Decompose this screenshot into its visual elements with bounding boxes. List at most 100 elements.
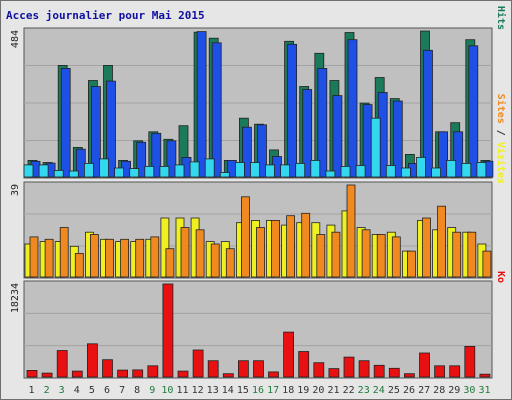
bar-pages-day-15 (234, 162, 245, 178)
bar-ko-day-12 (192, 349, 204, 378)
bar-ko-day-18 (283, 331, 295, 378)
x-axis-tick-label: 31 (478, 385, 490, 396)
x-axis-tick-label: 6 (104, 385, 110, 396)
bar-ko-day-17 (268, 371, 279, 378)
bar-ko-day-14 (222, 373, 234, 378)
bar-pages-day-25 (385, 165, 396, 178)
x-axis-tick-label: 26 (403, 385, 415, 396)
x-axis-tick-label: 27 (418, 385, 430, 396)
bar-sites-day-29 (452, 231, 462, 278)
bar-ko-day-29 (449, 365, 461, 378)
bar-fichiers-day-16 (257, 124, 267, 178)
bar-sites-day-5 (90, 234, 99, 278)
bar-sites-day-11 (180, 227, 190, 278)
x-axis-tick-label: 7 (119, 385, 125, 396)
bar-pages-day-19 (295, 162, 306, 178)
bar-sites-day-30 (467, 231, 477, 278)
bar-fichiers-day-19 (302, 89, 313, 178)
bar-sites-day-2 (44, 238, 54, 278)
panel-middle: 39 Sites / Visites (10, 94, 507, 279)
bar-ko-day-6 (102, 359, 113, 378)
bar-ko-day-20 (313, 362, 325, 378)
x-axis-tick-label: 15 (237, 385, 249, 396)
bar-ko-day-31 (479, 373, 491, 378)
x-axis-tick-label: 20 (312, 385, 324, 396)
bar-pages-day-26 (400, 167, 411, 178)
bar-sites-day-9 (150, 236, 160, 278)
x-axis-tick-label: 2 (44, 385, 50, 396)
bar-sites-day-8 (135, 238, 145, 278)
x-axis-tick-label: 23 (358, 385, 370, 396)
bar-sites-day-27 (422, 217, 431, 278)
x-axis-tick-label: 8 (134, 385, 140, 396)
bar-ko-day-21 (328, 368, 340, 378)
legend-label-part: / (495, 1, 506, 6)
bar-ko-day-30 (464, 345, 476, 378)
legend-label-part: / (495, 124, 506, 142)
panel-bottom: 18234 Ko (10, 271, 506, 379)
bar-pages-day-2 (38, 164, 49, 178)
bar-pages-day-16 (250, 162, 260, 178)
bar-sites-day-1 (29, 236, 39, 278)
bar-fichiers-day-21 (332, 95, 343, 178)
bar-sites-day-18 (286, 215, 296, 278)
x-axis-tick-label: 18 (282, 385, 294, 396)
legend-label: Sites / Visites (495, 94, 507, 184)
bar-fichiers-day-22 (347, 39, 358, 178)
bar-pages-day-23 (355, 165, 366, 178)
bar-ko-day-3 (56, 350, 68, 378)
bar-fichiers-day-27 (423, 49, 433, 178)
bar-ko-day-15 (237, 360, 249, 378)
bar-pages-day-28 (431, 167, 442, 178)
x-axis-tick-label: 9 (149, 385, 155, 396)
x-axis-tick-label: 13 (207, 385, 219, 396)
bar-sites-day-22 (346, 184, 356, 278)
x-axis-tick-label: 4 (74, 385, 80, 396)
x-axis-tick-label: 11 (176, 385, 188, 396)
bar-sites-day-24 (376, 234, 386, 278)
bar-fichiers-day-18 (287, 43, 298, 178)
bar-ko-day-5 (87, 343, 98, 378)
bar-fichiers-day-29 (453, 131, 464, 178)
bar-sites-day-6 (105, 238, 114, 278)
x-axis-tick-label: 10 (161, 385, 173, 396)
bar-pages-day-18 (280, 164, 291, 178)
bar-pages-day-31 (476, 162, 487, 178)
bar-pages-day-5 (84, 162, 94, 178)
bar-ko-day-19 (298, 351, 310, 378)
x-axis-tick-label: 24 (373, 385, 385, 396)
bar-sites-day-4 (74, 252, 84, 278)
bar-pages-day-6 (99, 158, 109, 178)
bar-pages-day-21 (325, 170, 336, 178)
legend-label: Pages / Fichiers / Hits (495, 1, 507, 30)
x-axis-tick-label: 30 (463, 385, 475, 396)
bar-sites-day-19 (301, 212, 311, 278)
bar-ko-day-10 (162, 283, 174, 378)
bar-pages-day-17 (265, 164, 275, 178)
bar-fichiers-day-5 (91, 86, 101, 178)
legend-label-part: Sites (495, 94, 507, 124)
bar-pages-day-12 (189, 161, 200, 178)
bar-sites-day-13 (210, 243, 220, 278)
bar-fichiers-day-6 (106, 80, 116, 178)
bar-pages-day-7 (114, 167, 124, 178)
y-axis-max-label: 39 (10, 184, 21, 196)
bar-pages-day-29 (446, 159, 457, 178)
bar-sites-day-15 (240, 196, 250, 278)
x-axis-tick-label: 21 (327, 385, 339, 396)
y-axis-max-label: 484 (10, 30, 21, 48)
bar-sites-day-10 (165, 248, 175, 278)
bar-pages-day-3 (53, 169, 64, 178)
bar-fichiers-day-20 (317, 68, 328, 178)
bar-ko-day-27 (419, 352, 430, 378)
bar-sites-day-28 (437, 205, 447, 278)
bar-sites-day-20 (316, 234, 326, 278)
bar-ko-day-4 (71, 370, 83, 378)
bar-pages-day-30 (461, 162, 472, 178)
bar-ko-day-28 (434, 365, 446, 378)
bar-pages-day-9 (144, 165, 155, 178)
legend-label-part: Ko (495, 271, 506, 283)
panel-top: 484 Pages / Fichiers / Hits (10, 1, 507, 179)
bar-ko-day-16 (253, 360, 264, 378)
